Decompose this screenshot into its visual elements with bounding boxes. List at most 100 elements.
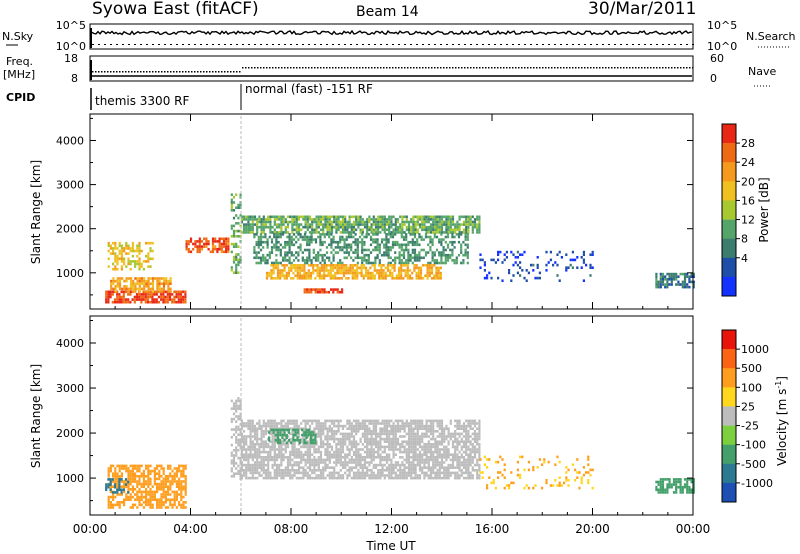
velocity-cell-3 <box>341 440 345 443</box>
velocity-cell-3 <box>401 463 404 467</box>
power-cell-4 <box>237 263 240 267</box>
power-cell-3 <box>187 242 190 246</box>
power-cell-5 <box>372 220 375 224</box>
velocity-cell-3 <box>407 469 411 472</box>
power-cell-0 <box>151 249 154 253</box>
power-cell-3 <box>196 250 199 254</box>
power-cell-5 <box>414 225 417 229</box>
velocity-cell-3 <box>418 474 422 477</box>
power-cell-7 <box>283 269 286 272</box>
velocity-cell-3 <box>436 448 439 451</box>
velocity-cell-3 <box>451 463 455 467</box>
power-cell-5 <box>328 225 331 229</box>
velocity-cell-3 <box>361 435 364 438</box>
velocity-cell-3 <box>341 445 345 449</box>
velocity-cell-3 <box>328 461 331 464</box>
power-cell-7 <box>307 271 310 275</box>
velocity-cell-3 <box>421 448 424 451</box>
power-cell-6 <box>306 243 309 247</box>
power-cell-6 <box>347 235 351 239</box>
velocity-cell-0 <box>162 477 165 481</box>
velocity-cell-0 <box>129 488 132 491</box>
velocity-cell-3 <box>293 445 296 449</box>
velocity-cell-3 <box>293 419 296 423</box>
power-cell-9 <box>494 261 497 264</box>
power-cell-5 <box>291 225 294 229</box>
power-cell-1 <box>133 295 136 299</box>
nave-dot <box>353 67 355 69</box>
velocity-cell-3 <box>319 458 323 462</box>
velocity-cell-3 <box>339 463 342 467</box>
velocity-cell-3 <box>405 443 408 446</box>
velocity-cell-3 <box>337 461 340 464</box>
power-cell-3 <box>218 247 221 251</box>
nave-dot <box>419 67 421 69</box>
velocity-cell-3 <box>322 430 325 433</box>
power-cell-7 <box>327 264 330 267</box>
nave-dot <box>614 67 616 69</box>
velocity-cell-3 <box>319 430 323 433</box>
power-cell-6 <box>389 261 392 265</box>
power-cell-6 <box>284 240 287 244</box>
power-cell-6 <box>345 246 348 249</box>
velocity-cell-2 <box>230 436 233 439</box>
power-cell-1 <box>173 295 176 299</box>
power-cell-5 <box>348 223 351 226</box>
nsearch-dot <box>356 44 358 45</box>
velocity-cell-3 <box>388 471 391 475</box>
power-cell-5 <box>339 223 342 226</box>
power-cell-7 <box>364 271 368 275</box>
velocity-cell-3 <box>302 476 305 480</box>
velocity-cell-2 <box>235 410 238 413</box>
power-cell-0 <box>107 257 110 261</box>
power-cell-7 <box>378 264 381 267</box>
velocity-cell-3 <box>346 453 349 456</box>
velocity-cell-2 <box>237 425 240 429</box>
velocity-cell-3 <box>414 427 417 430</box>
power-cell-5 <box>368 220 371 224</box>
velocity-cell-3 <box>315 419 318 423</box>
velocity-cell-3 <box>403 430 406 433</box>
velocity-cell-0 <box>131 480 134 483</box>
power-cell-5 <box>438 223 441 226</box>
nave-dot <box>521 67 523 69</box>
velocity-cell-0 <box>147 501 150 504</box>
velocity-cell-3 <box>302 453 305 456</box>
velocity-cell-3 <box>324 453 327 456</box>
velocity-cell-3 <box>447 435 450 438</box>
velocity-cell-3 <box>379 448 382 451</box>
power-cell-3 <box>227 240 230 243</box>
velocity-cell-3 <box>297 424 301 428</box>
power-cell-6 <box>416 238 419 241</box>
velocity-cell-3 <box>370 432 373 436</box>
nsearch-dot <box>302 44 304 45</box>
velocity-cell-3 <box>267 450 270 454</box>
nave-dot <box>689 67 691 69</box>
power-cell-5 <box>317 215 320 219</box>
power-cell-1 <box>120 298 123 301</box>
velocity-cell-3 <box>262 448 265 451</box>
nave-dot <box>575 67 577 69</box>
nave-dot <box>602 67 604 69</box>
velocity-cell-3 <box>412 435 415 438</box>
velocity-cell-0 <box>160 475 163 478</box>
velocity-cell-3 <box>399 427 402 430</box>
power-cell-6 <box>303 238 307 241</box>
velocity-cell-3 <box>344 458 347 462</box>
power-cell-6 <box>361 233 364 236</box>
power-cell-7 <box>422 264 425 267</box>
velocity-cell-3 <box>304 445 307 449</box>
velocity-cell-3 <box>249 422 252 425</box>
velocity-cell-3 <box>357 450 360 454</box>
velocity-cell-3 <box>319 422 323 425</box>
power-cell-7 <box>272 269 275 272</box>
power-cell-0 <box>134 249 137 253</box>
nsearch-dot <box>338 44 340 45</box>
power-cell-2 <box>136 282 139 285</box>
velocity-cell-3 <box>363 427 367 430</box>
power-cell-2 <box>132 282 135 285</box>
power-cell-0 <box>116 260 119 263</box>
power-cell-6 <box>449 240 452 244</box>
velocity-cell-3 <box>352 443 356 446</box>
